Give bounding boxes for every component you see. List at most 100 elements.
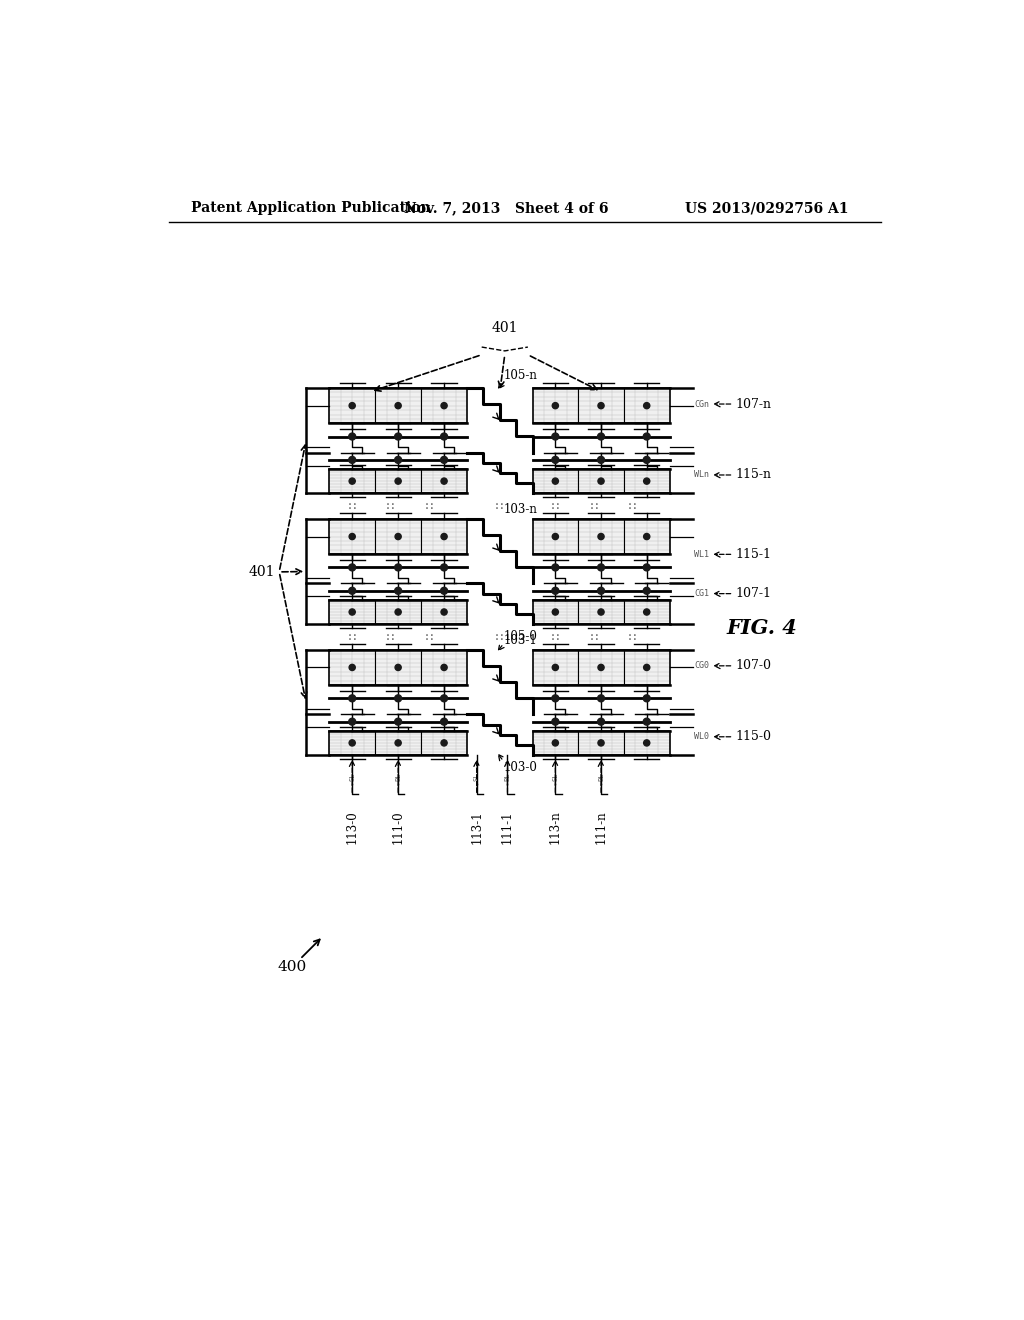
Circle shape bbox=[395, 739, 401, 746]
Circle shape bbox=[644, 609, 650, 615]
Circle shape bbox=[441, 609, 447, 615]
Circle shape bbox=[552, 478, 558, 484]
Bar bbox=[330, 469, 467, 494]
Circle shape bbox=[349, 478, 355, 484]
Circle shape bbox=[644, 533, 650, 540]
Bar bbox=[330, 469, 467, 494]
Circle shape bbox=[644, 403, 650, 409]
Circle shape bbox=[394, 457, 401, 463]
Bar bbox=[330, 519, 467, 554]
Circle shape bbox=[394, 694, 401, 702]
Circle shape bbox=[395, 403, 401, 409]
Bar bbox=[532, 649, 670, 685]
Text: ::: :: bbox=[346, 502, 358, 511]
Circle shape bbox=[598, 694, 604, 702]
Circle shape bbox=[441, 664, 447, 671]
Text: 400: 400 bbox=[278, 960, 307, 974]
Circle shape bbox=[598, 433, 604, 440]
Text: ::: :: bbox=[494, 502, 505, 511]
Text: BL: BL bbox=[505, 772, 511, 781]
Circle shape bbox=[552, 433, 559, 440]
Bar bbox=[532, 388, 670, 424]
Circle shape bbox=[552, 533, 558, 540]
Circle shape bbox=[349, 433, 355, 440]
Text: US 2013/0292756 A1: US 2013/0292756 A1 bbox=[685, 202, 849, 215]
Text: BL: BL bbox=[598, 772, 604, 781]
Circle shape bbox=[644, 478, 650, 484]
Text: 113-n: 113-n bbox=[549, 810, 562, 845]
Circle shape bbox=[598, 564, 604, 570]
Text: ::: :: bbox=[346, 632, 358, 642]
Text: 111-1: 111-1 bbox=[501, 810, 514, 843]
Text: 401: 401 bbox=[249, 565, 275, 579]
Circle shape bbox=[349, 587, 355, 594]
Circle shape bbox=[643, 587, 650, 594]
Circle shape bbox=[598, 718, 604, 725]
Bar bbox=[330, 519, 467, 554]
Circle shape bbox=[552, 694, 559, 702]
Bar bbox=[532, 731, 670, 755]
Circle shape bbox=[643, 433, 650, 440]
Bar bbox=[532, 388, 670, 424]
Text: 111-n: 111-n bbox=[595, 810, 607, 845]
Circle shape bbox=[643, 694, 650, 702]
Circle shape bbox=[349, 664, 355, 671]
Circle shape bbox=[643, 564, 650, 570]
Circle shape bbox=[552, 564, 559, 570]
Bar bbox=[330, 599, 467, 624]
Circle shape bbox=[349, 694, 355, 702]
Text: ::: :: bbox=[494, 632, 505, 642]
Circle shape bbox=[552, 718, 559, 725]
Circle shape bbox=[440, 587, 447, 594]
Text: WLn: WLn bbox=[694, 470, 710, 479]
Circle shape bbox=[440, 718, 447, 725]
Circle shape bbox=[440, 564, 447, 570]
Text: ::: :: bbox=[627, 632, 639, 642]
Circle shape bbox=[349, 457, 355, 463]
Circle shape bbox=[598, 587, 604, 594]
Text: ::: :: bbox=[588, 632, 600, 642]
Text: CG0: CG0 bbox=[694, 661, 710, 671]
Text: Nov. 7, 2013   Sheet 4 of 6: Nov. 7, 2013 Sheet 4 of 6 bbox=[403, 202, 608, 215]
Text: FIG. 4: FIG. 4 bbox=[727, 618, 798, 638]
Bar bbox=[330, 388, 467, 424]
Bar bbox=[532, 469, 670, 494]
Text: SL: SL bbox=[552, 772, 558, 781]
Circle shape bbox=[644, 739, 650, 746]
Text: Patent Application Publication: Patent Application Publication bbox=[190, 202, 430, 215]
Circle shape bbox=[394, 433, 401, 440]
Circle shape bbox=[598, 609, 604, 615]
Text: CG1: CG1 bbox=[694, 589, 710, 598]
Text: SL: SL bbox=[349, 772, 355, 781]
Bar bbox=[532, 599, 670, 624]
Bar bbox=[330, 731, 467, 755]
Circle shape bbox=[441, 403, 447, 409]
Circle shape bbox=[394, 564, 401, 570]
Circle shape bbox=[349, 609, 355, 615]
Circle shape bbox=[349, 718, 355, 725]
Text: ::: :: bbox=[550, 502, 561, 511]
Text: 115-n: 115-n bbox=[736, 469, 772, 482]
Circle shape bbox=[349, 739, 355, 746]
Text: 105-0: 105-0 bbox=[504, 631, 538, 644]
Circle shape bbox=[552, 403, 558, 409]
Bar bbox=[330, 649, 467, 685]
Bar bbox=[330, 649, 467, 685]
Circle shape bbox=[552, 587, 559, 594]
Text: ::: :: bbox=[385, 502, 396, 511]
Circle shape bbox=[395, 478, 401, 484]
Bar bbox=[532, 649, 670, 685]
Text: 103-1: 103-1 bbox=[504, 635, 538, 647]
Circle shape bbox=[440, 433, 447, 440]
Text: BL: BL bbox=[395, 772, 401, 781]
Text: ::: :: bbox=[550, 632, 561, 642]
Text: ::: :: bbox=[424, 502, 435, 511]
Circle shape bbox=[598, 739, 604, 746]
Circle shape bbox=[598, 457, 604, 463]
Circle shape bbox=[394, 587, 401, 594]
Circle shape bbox=[552, 664, 558, 671]
Circle shape bbox=[598, 478, 604, 484]
Circle shape bbox=[349, 403, 355, 409]
Text: CGn: CGn bbox=[694, 400, 710, 408]
Text: WL1: WL1 bbox=[694, 550, 710, 558]
